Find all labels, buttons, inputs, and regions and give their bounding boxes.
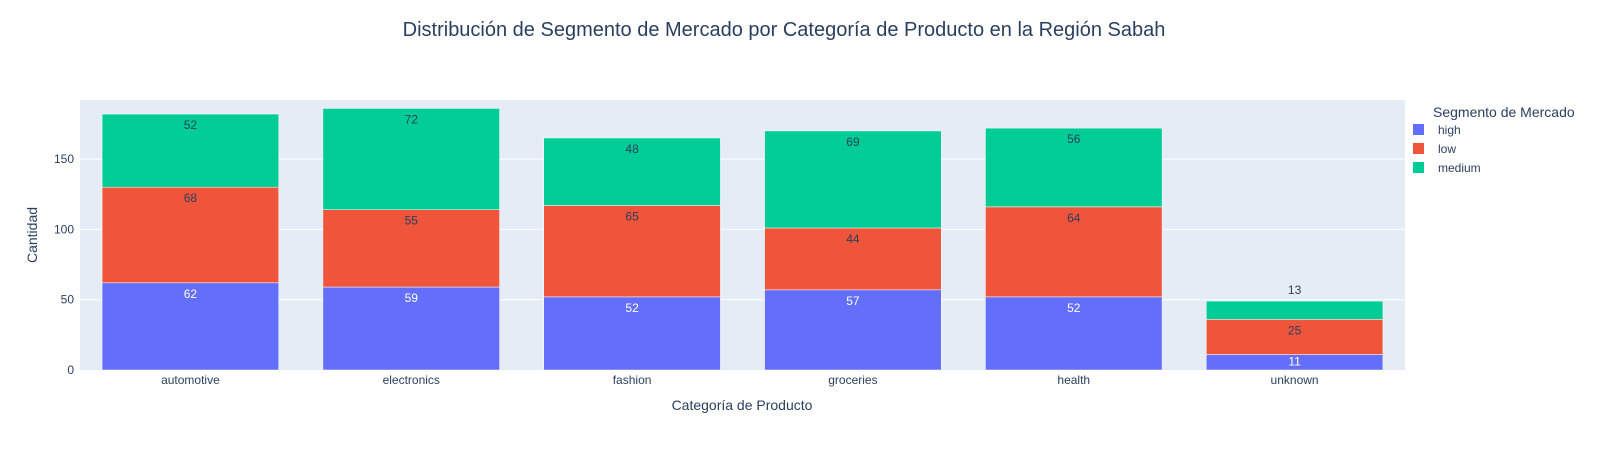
legend-swatch-high [1413,124,1424,135]
legend-swatch-medium [1413,162,1424,173]
legend-title: Segmento de Mercado [1433,104,1575,120]
bar-high-fashion [543,296,721,371]
legend-swatch-low [1413,143,1424,154]
bar-label-high-groceries: 57 [846,294,860,308]
bar-labels: 62 68 52 59 55 72 52 65 48 57 44 69 52 64 56 11 25 13 [184,112,1302,368]
bar-low-groceries [764,227,942,291]
x-tick-label: automotive [161,373,220,387]
y-tick-label: 150 [54,152,74,166]
x-axis-title: Categoría de Producto [672,397,813,413]
bar-medium-automotive [101,113,280,188]
y-tick-label: 100 [54,222,74,236]
bar-label-low-groceries: 44 [846,232,860,246]
bar-label-medium-automotive: 52 [184,118,198,132]
bar-label-high-electronics: 59 [405,291,419,305]
bar-label-high-fashion: 52 [625,301,639,315]
bar-high-automotive [101,282,280,371]
bar-label-low-fashion: 65 [625,209,639,223]
bar-low-health [985,206,1163,298]
legend-label-high: high [1438,123,1461,137]
bar-low-unknown [1206,319,1384,355]
bars [101,108,1384,371]
bar-low-fashion [543,205,721,298]
gridlines [80,158,1405,301]
y-axis-ticks: 0 50 100 150 [54,152,74,377]
bar-label-medium-groceries: 69 [846,135,860,149]
y-tick-label: 50 [61,293,75,307]
x-axis-ticks: automotive electronics fashion groceries hea… [161,373,1319,387]
legend-label-medium: medium [1438,161,1481,175]
x-tick-label: groceries [828,373,877,387]
bar-label-low-health: 64 [1067,211,1081,225]
bar-low-automotive [101,186,280,284]
bar-label-low-automotive: 68 [184,191,198,205]
legend-label-low: low [1438,142,1456,156]
bar-label-medium-electronics: 72 [405,112,419,126]
bar-medium-electronics [322,108,500,210]
x-tick-label: electronics [383,373,440,387]
bar-medium-unknown [1206,300,1384,320]
bar-medium-groceries [764,130,942,229]
bar-high-groceries [764,289,942,371]
bar-label-high-automotive: 62 [184,287,198,301]
bar-medium-fashion [543,137,721,206]
bar-label-medium-fashion: 48 [625,142,639,156]
legend: Segmento de Mercado high low medium [1413,104,1575,175]
bar-high-health [985,296,1163,371]
bar-label-medium-health: 56 [1067,132,1081,146]
bar-low-electronics [322,209,500,288]
bar-label-medium-unknown: 13 [1288,283,1302,297]
x-tick-label: fashion [613,373,652,387]
y-axis-title: Cantidad [24,207,40,263]
x-tick-label: unknown [1271,373,1319,387]
y-tick-label: 0 [67,363,74,377]
bar-label-low-unknown: 25 [1288,323,1302,337]
chart-title: Distribución de Segmento de Mercado por … [403,19,1166,41]
x-tick-label: health [1057,373,1090,387]
bar-label-high-health: 52 [1067,301,1081,315]
bar-label-low-electronics: 55 [405,214,419,228]
bar-label-high-unknown: 11 [1288,354,1301,368]
bar-medium-health [985,127,1163,208]
plot-area [80,100,1405,370]
